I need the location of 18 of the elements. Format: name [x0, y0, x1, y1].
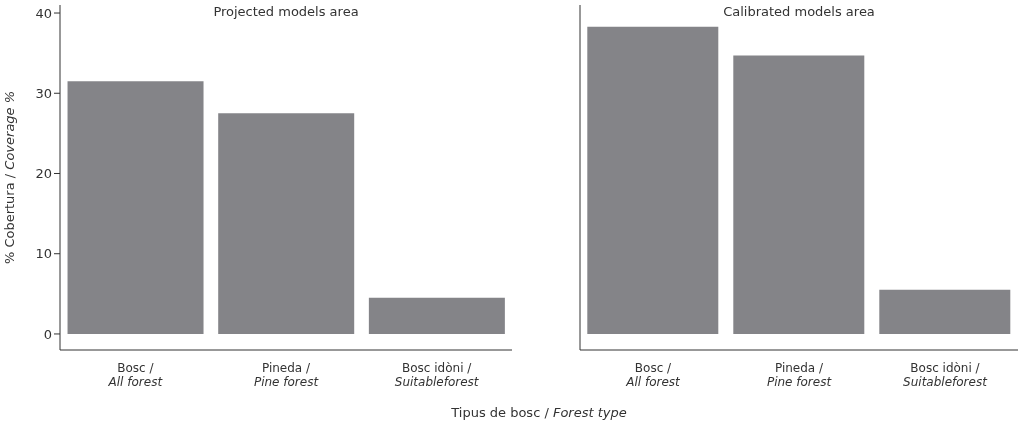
- y-tick-label: 30: [35, 85, 52, 101]
- chart-title: Projected models area: [212, 4, 360, 19]
- x-tick-label: Pineda / Pine forest: [766, 361, 833, 389]
- x-tick-label: Bosc / All forest: [107, 361, 164, 389]
- x-tick-label: Pineda / Pine forest: [253, 361, 320, 389]
- bar: [368, 297, 505, 334]
- y-tick-label: 20: [35, 166, 52, 182]
- x-tick-label: Bosc idòni / Suitableforest: [394, 361, 480, 389]
- x-tick-label: Bosc idòni / Suitableforest: [903, 361, 989, 389]
- bar: [67, 81, 204, 334]
- x-axis-title: Tipus de bosc / Forest type: [451, 405, 627, 420]
- y-tick-label: 10: [35, 246, 52, 262]
- x-tick-label: Bosc / All forest: [625, 361, 682, 389]
- bar: [218, 113, 355, 334]
- chart-title: Calibrated models area: [722, 4, 876, 19]
- y-axis-title: % Cobertura / Coverage %: [2, 90, 17, 265]
- y-tick-label: 0: [43, 326, 52, 342]
- y-tick-label: 40: [35, 5, 52, 21]
